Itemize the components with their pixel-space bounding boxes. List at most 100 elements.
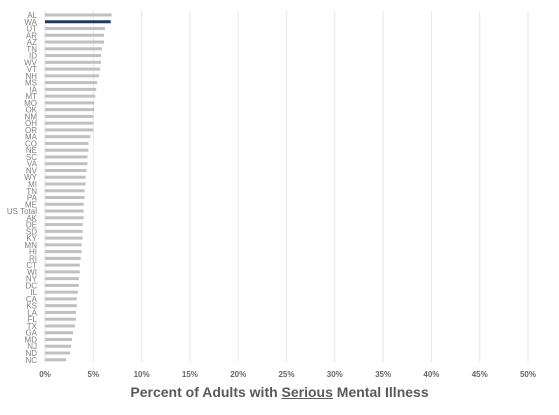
category-label: US Total [7, 207, 37, 216]
bar [45, 74, 100, 78]
x-axis-label-emphasis: Serious [281, 384, 333, 400]
category-label: OR [25, 126, 37, 135]
gridlines [44, 11, 529, 362]
x-tick-label: 20% [230, 370, 246, 379]
category-label: WV [24, 58, 38, 67]
category-label: CA [26, 295, 38, 304]
bar [45, 148, 89, 152]
category-label: IA [29, 85, 37, 94]
category-label: KY [26, 234, 37, 243]
bar [45, 270, 80, 274]
bar [45, 141, 89, 145]
x-tick-label: 45% [472, 370, 488, 379]
bar [45, 135, 91, 139]
x-tick-label: 10% [134, 370, 150, 379]
bar [45, 47, 102, 51]
category-label: NY [26, 275, 38, 284]
x-tick-labels: 0% 5% 10% 15% 20% 25% 30% 35% 40% 45% 50% [39, 370, 536, 379]
category-label: WI [27, 268, 37, 277]
bar [45, 351, 71, 355]
category-label: DE [26, 221, 37, 230]
category-label: RI [29, 254, 37, 263]
bar [45, 324, 75, 328]
bar [45, 13, 112, 17]
bar [45, 216, 84, 220]
bar [45, 175, 86, 179]
x-tick-label: 15% [182, 370, 198, 379]
category-label: WA [24, 18, 37, 27]
category-label: MT [25, 92, 37, 101]
category-label: WY [24, 173, 38, 182]
x-axis-label-part-1: Percent of Adults with [130, 384, 282, 400]
category-label: NE [26, 146, 37, 155]
bar [45, 114, 94, 118]
category-label: OH [25, 119, 37, 128]
x-axis-label: Percent of Adults with Serious Mental Il… [0, 384, 559, 400]
x-tick-label: 25% [278, 370, 294, 379]
x-tick-label: 50% [520, 370, 536, 379]
bar [45, 168, 87, 172]
category-label: KS [26, 302, 37, 311]
category-label: VT [27, 65, 37, 74]
bar [45, 189, 85, 193]
bar [45, 344, 72, 348]
category-label: PA [27, 194, 38, 203]
bar [45, 337, 73, 341]
bar [45, 155, 88, 159]
x-axis-label-part-3: Mental Illness [332, 384, 429, 400]
category-label: MO [24, 99, 37, 108]
bar [45, 297, 77, 301]
bar [45, 121, 94, 125]
category-label: CO [25, 139, 37, 148]
x-tick-label: 40% [423, 370, 439, 379]
bar [45, 94, 96, 98]
category-label: MD [25, 335, 38, 344]
x-tick-label: 0% [39, 370, 51, 379]
category-label: UT [26, 25, 37, 34]
bar [45, 87, 97, 91]
bar [45, 358, 67, 362]
x-tick-label: 5% [88, 370, 100, 379]
category-label: ID [29, 52, 37, 61]
bar [45, 209, 84, 213]
category-label: AR [26, 31, 37, 40]
category-labels: ALWAUTARAZTNIDWVVTNHMSIAMTMOOKNMOHORMACO… [7, 11, 38, 365]
category-label: LA [27, 308, 37, 317]
category-label: TN [26, 187, 37, 196]
bar [45, 67, 101, 71]
category-label: TX [27, 322, 38, 331]
bar [45, 128, 94, 132]
category-label: FL [28, 315, 38, 324]
bar [45, 81, 98, 85]
bar [45, 317, 76, 321]
x-tick-label: 35% [375, 370, 391, 379]
bar [45, 162, 88, 166]
category-label: NH [25, 72, 37, 81]
bar [45, 263, 80, 267]
category-label: GA [25, 329, 37, 338]
bar [45, 236, 83, 240]
bar [45, 243, 82, 247]
category-label: SD [26, 227, 37, 236]
category-label: VA [27, 160, 38, 169]
bar [45, 108, 95, 112]
category-label: SC [26, 153, 37, 162]
bars [45, 13, 112, 362]
bar [45, 40, 104, 44]
category-label: NC [25, 356, 37, 365]
x-tick-label: 30% [327, 370, 343, 379]
category-label: IL [30, 288, 37, 297]
bar [45, 331, 74, 335]
category-label: CT [26, 261, 37, 270]
category-label: AZ [27, 38, 37, 47]
bar [45, 202, 84, 206]
category-label: NV [26, 166, 38, 175]
bar [45, 27, 105, 31]
bar [45, 277, 79, 281]
bar [45, 310, 76, 314]
category-label: AL [27, 11, 37, 20]
bar [45, 283, 79, 287]
bar [45, 290, 78, 294]
category-label: HI [29, 248, 37, 257]
